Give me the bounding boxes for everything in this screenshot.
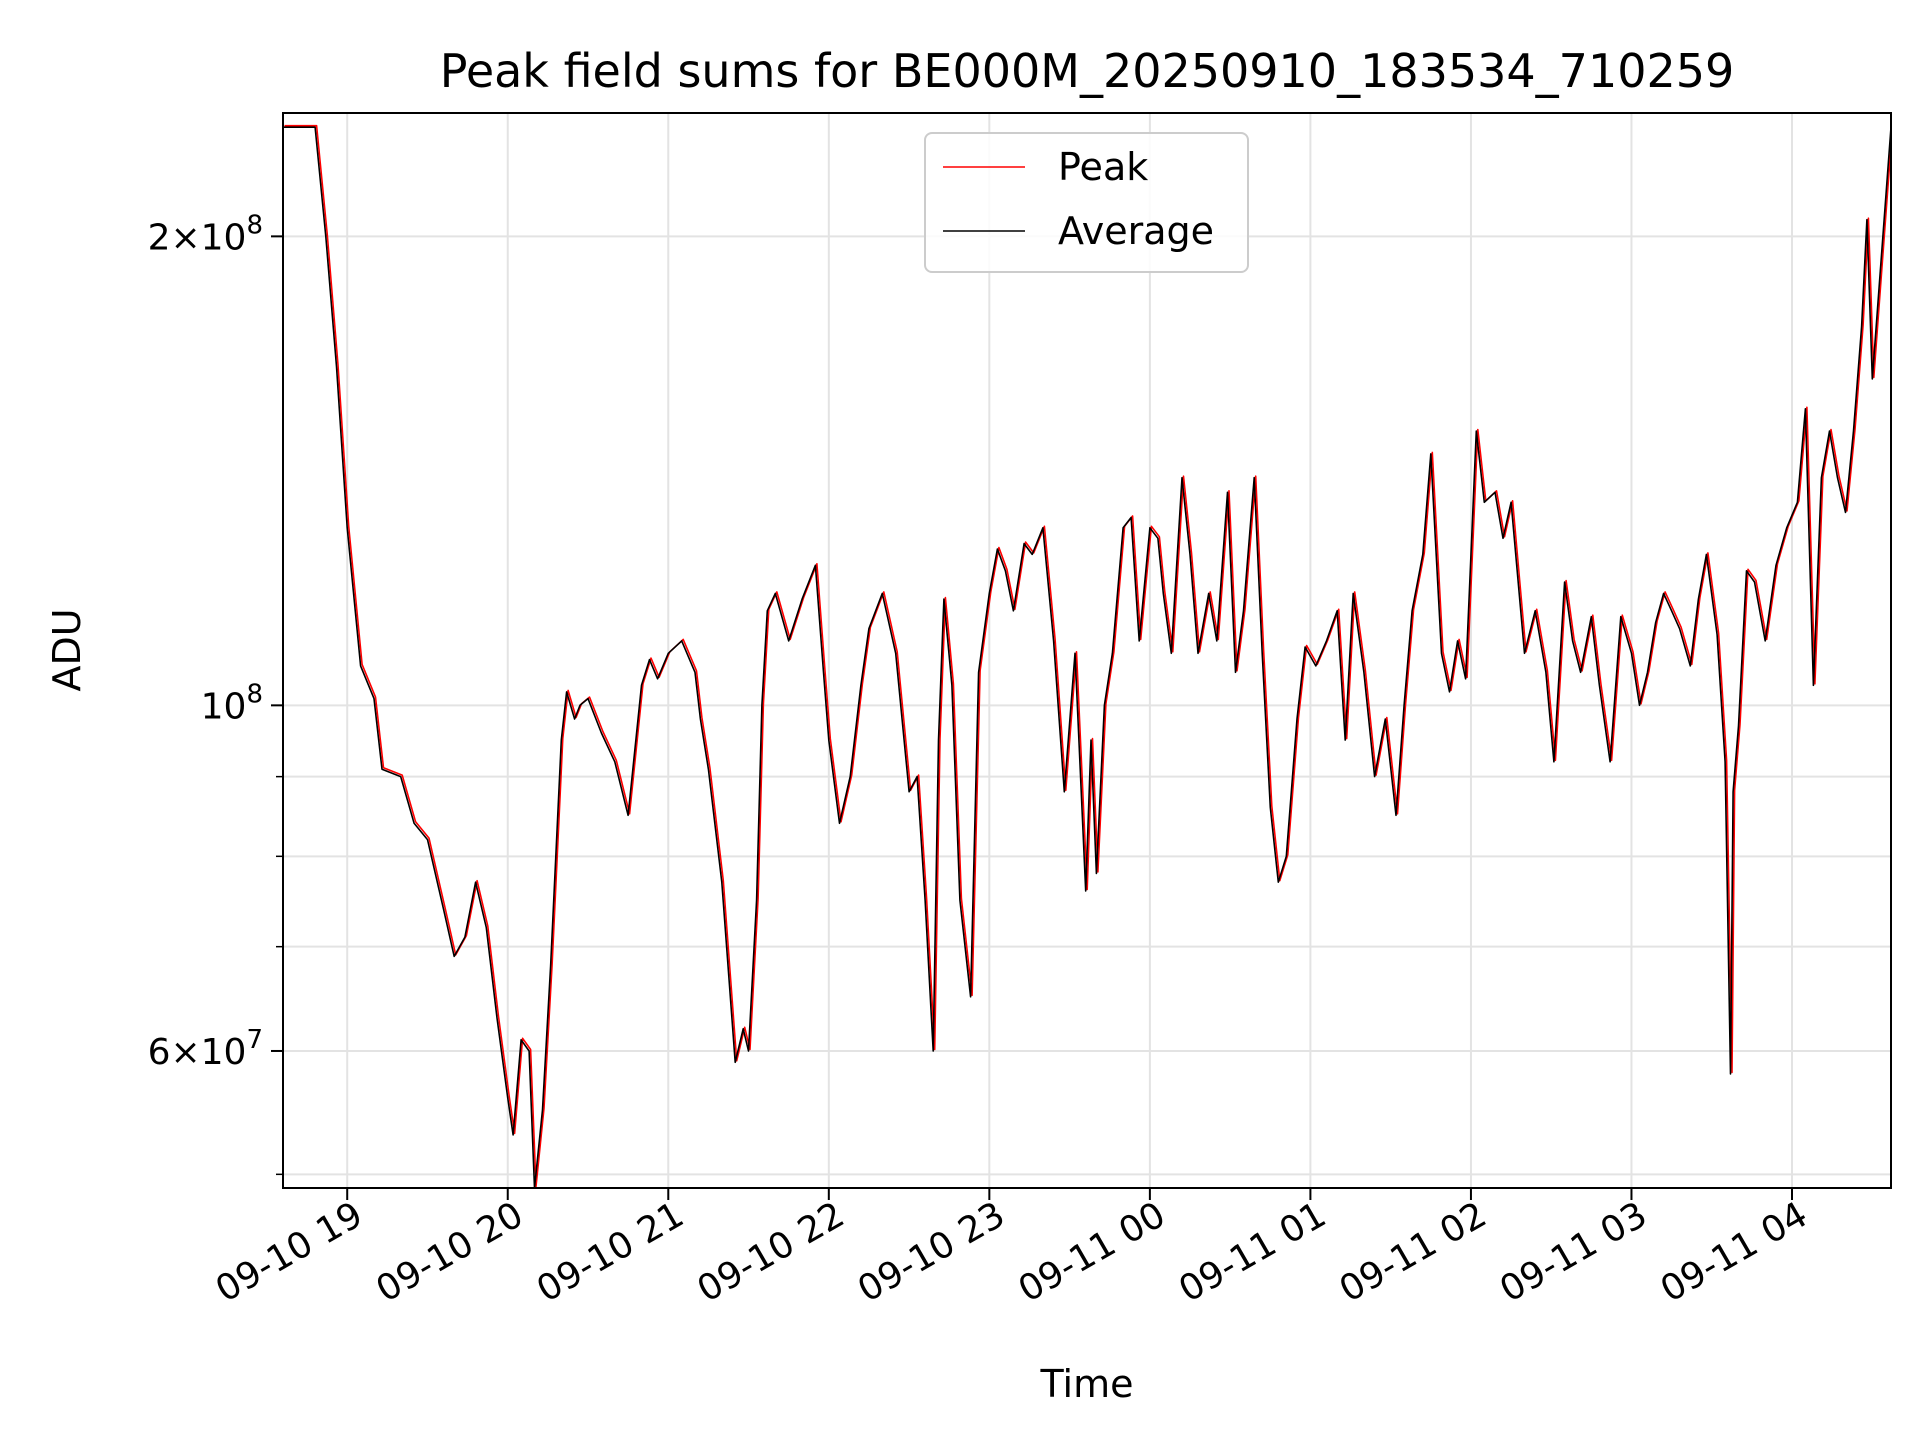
y-tick-label: 2×108 bbox=[148, 210, 263, 258]
plot-area bbox=[283, 124, 1891, 1188]
legend-label-average: Average bbox=[1058, 209, 1214, 253]
x-axis-title: Time bbox=[1040, 1362, 1134, 1406]
series-line-average bbox=[283, 126, 1891, 1188]
legend: Peak Average bbox=[924, 132, 1249, 273]
legend-label-peak: Peak bbox=[1058, 145, 1148, 189]
chart-title: Peak field sums for BE000M_20250910_1835… bbox=[440, 44, 1735, 98]
y-axis-title: ADU bbox=[45, 608, 89, 691]
y-tick-label: 6×107 bbox=[148, 1025, 263, 1073]
series-line-peak bbox=[284, 124, 1891, 1188]
grid-lines bbox=[283, 113, 1891, 1188]
axes-frame bbox=[282, 112, 1892, 1189]
y-tick-label: 108 bbox=[201, 679, 263, 727]
